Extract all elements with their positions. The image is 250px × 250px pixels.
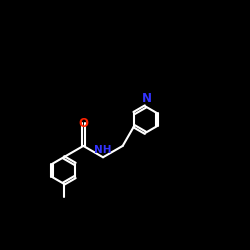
Text: N: N xyxy=(142,92,152,105)
Text: O: O xyxy=(78,117,88,130)
Text: NH: NH xyxy=(94,146,112,156)
